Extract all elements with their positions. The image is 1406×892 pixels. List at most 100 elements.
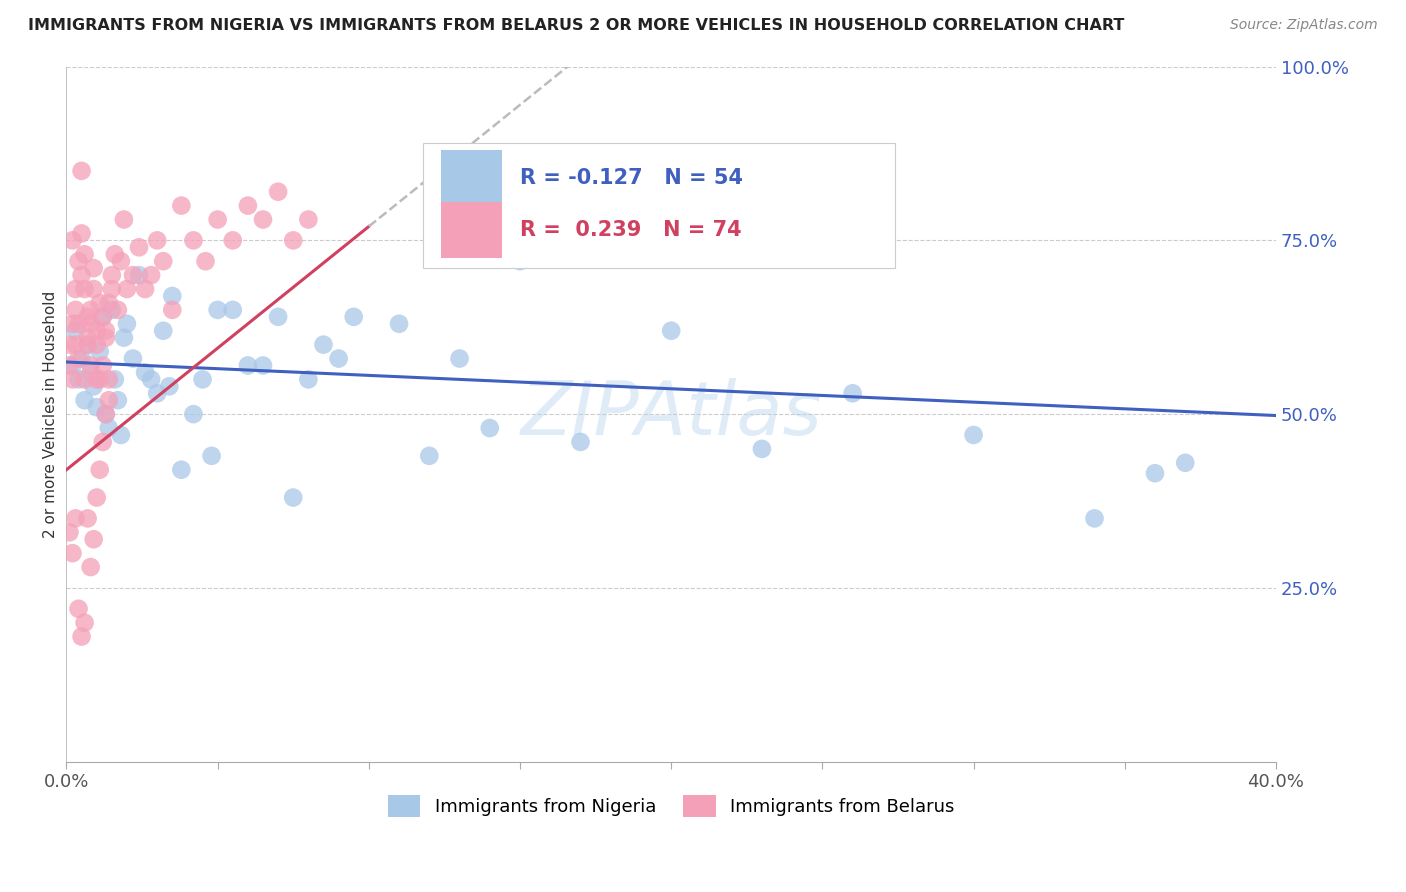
- Point: [76, 331, 98, 345]
- Point: [107, 302, 129, 317]
- Point: [70, 351, 93, 366]
- Point: [89, 344, 111, 359]
- Point: [89, 296, 111, 310]
- Point: [1174, 456, 1197, 470]
- Point: [569, 434, 592, 449]
- Point: [122, 268, 145, 282]
- Point: [146, 386, 169, 401]
- Point: [91, 434, 114, 449]
- Point: [94, 331, 117, 345]
- Point: [1083, 511, 1105, 525]
- Point: [62, 359, 84, 373]
- Point: [207, 212, 229, 227]
- Point: [191, 372, 214, 386]
- Point: [146, 233, 169, 247]
- Point: [91, 310, 114, 324]
- Point: [962, 428, 984, 442]
- Point: [70, 268, 93, 282]
- Point: [134, 282, 156, 296]
- Point: [62, 233, 84, 247]
- Point: [110, 254, 132, 268]
- Point: [94, 324, 117, 338]
- Point: [79, 560, 101, 574]
- Point: [297, 372, 319, 386]
- Point: [152, 324, 174, 338]
- Point: [194, 254, 217, 268]
- Point: [112, 212, 135, 227]
- Point: [236, 359, 259, 373]
- Point: [222, 302, 245, 317]
- Point: [388, 317, 411, 331]
- Point: [170, 463, 193, 477]
- Point: [65, 324, 87, 338]
- Y-axis label: 2 or more Vehicles in Household: 2 or more Vehicles in Household: [44, 291, 58, 538]
- Point: [73, 615, 96, 630]
- Point: [67, 351, 90, 366]
- Point: [73, 282, 96, 296]
- Point: [91, 310, 114, 324]
- Point: [162, 302, 184, 317]
- Point: [252, 359, 274, 373]
- Point: [58, 525, 80, 540]
- Point: [70, 164, 93, 178]
- FancyBboxPatch shape: [441, 202, 502, 258]
- Point: [65, 337, 87, 351]
- Point: [86, 372, 108, 386]
- Point: [83, 379, 105, 393]
- Point: [86, 324, 108, 338]
- Point: [91, 359, 114, 373]
- Point: [162, 289, 184, 303]
- Point: [73, 393, 96, 408]
- Point: [122, 351, 145, 366]
- Point: [83, 261, 105, 276]
- Point: [79, 302, 101, 317]
- Point: [65, 511, 87, 525]
- Point: [79, 366, 101, 380]
- Point: [67, 254, 90, 268]
- Point: [73, 247, 96, 261]
- Point: [283, 491, 305, 505]
- Point: [128, 240, 150, 254]
- Point: [65, 282, 87, 296]
- Point: [222, 233, 245, 247]
- Point: [207, 302, 229, 317]
- Point: [67, 372, 90, 386]
- Point: [115, 317, 138, 331]
- Legend: Immigrants from Nigeria, Immigrants from Belarus: Immigrants from Nigeria, Immigrants from…: [381, 788, 962, 824]
- Point: [62, 546, 84, 560]
- Point: [112, 331, 135, 345]
- Point: [104, 247, 127, 261]
- Point: [89, 463, 111, 477]
- Point: [101, 302, 124, 317]
- Point: [328, 351, 350, 366]
- Point: [65, 302, 87, 317]
- Point: [79, 359, 101, 373]
- Point: [139, 268, 162, 282]
- Point: [841, 386, 863, 401]
- Point: [97, 421, 120, 435]
- Point: [134, 366, 156, 380]
- Point: [101, 282, 124, 296]
- Point: [418, 449, 440, 463]
- Point: [659, 324, 682, 338]
- Point: [67, 317, 90, 331]
- Point: [97, 372, 120, 386]
- Point: [297, 212, 319, 227]
- Point: [236, 199, 259, 213]
- Point: [110, 428, 132, 442]
- Point: [449, 351, 471, 366]
- Point: [86, 400, 108, 414]
- Point: [107, 393, 129, 408]
- Point: [97, 296, 120, 310]
- Point: [170, 199, 193, 213]
- Point: [312, 337, 335, 351]
- Point: [1143, 467, 1166, 481]
- Text: ZIPAtlas: ZIPAtlas: [520, 378, 823, 450]
- Point: [200, 449, 222, 463]
- Text: IMMIGRANTS FROM NIGERIA VS IMMIGRANTS FROM BELARUS 2 OR MORE VEHICLES IN HOUSEHO: IMMIGRANTS FROM NIGERIA VS IMMIGRANTS FR…: [28, 18, 1125, 33]
- Point: [478, 421, 501, 435]
- Point: [83, 533, 105, 547]
- Point: [70, 227, 93, 241]
- Point: [79, 317, 101, 331]
- Point: [283, 233, 305, 247]
